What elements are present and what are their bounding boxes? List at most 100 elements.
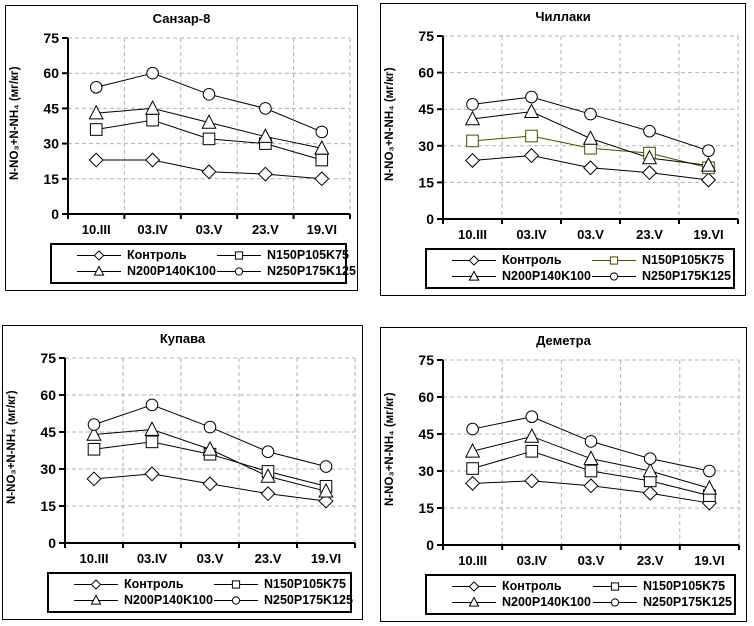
svg-text:45: 45 <box>418 426 434 442</box>
legend-label: Контроль <box>502 579 562 593</box>
svg-text:19.VI: 19.VI <box>307 222 337 237</box>
chart-panel-demetra: Деметра N-NO₃+N-NH₄ (мг/кг) 0 15 30 45 60 75 1… <box>380 327 747 622</box>
legend-label: N150P105K75 <box>263 577 346 591</box>
circle-marker-icon <box>213 594 259 607</box>
legend-item-control: Контроль <box>76 247 216 263</box>
svg-text:30: 30 <box>418 463 434 479</box>
plot-area: 0 15 30 45 60 75 10.III 03.IV 03.V 23.V 19.VI <box>418 28 739 242</box>
chart-panel-chillaki: Чиллаки N-NO₃+N-NH₄ (мг/кг) 0 15 30 45 60 75 1… <box>380 3 746 296</box>
circle-marker-icon <box>216 265 262 278</box>
legend: Контроль N150P105K75 N200P140K100 N250P1… <box>425 574 736 615</box>
svg-text:15: 15 <box>418 174 434 190</box>
svg-text:0: 0 <box>426 211 434 227</box>
svg-text:03.IV: 03.IV <box>137 222 168 237</box>
square-marker-icon <box>216 249 262 262</box>
svg-text:75: 75 <box>418 352 434 368</box>
square-marker-icon <box>591 254 637 267</box>
diamond-marker-icon <box>76 249 122 262</box>
plot-area: 0 15 30 45 60 75 10.III 03.IV 03.V 23.V 19.VI <box>418 352 740 568</box>
legend-label: N150P105K75 <box>643 579 726 593</box>
legend-item-n250: N250P175K125 <box>592 594 732 610</box>
triangle-marker-icon <box>76 264 122 278</box>
legend-item-n150: N150P105K75 <box>216 247 356 263</box>
chart-title: Деметра <box>536 333 591 348</box>
legend: Контроль N150P105K75 N200P140K100 N250P1… <box>50 243 356 284</box>
svg-text:30: 30 <box>43 136 59 152</box>
svg-text:60: 60 <box>418 65 434 81</box>
svg-text:19.VI: 19.VI <box>311 551 341 566</box>
diamond-marker-icon <box>451 580 497 593</box>
svg-text:30: 30 <box>40 461 56 477</box>
svg-text:03.IV: 03.IV <box>517 553 548 568</box>
svg-text:75: 75 <box>418 28 434 44</box>
square-marker-icon <box>592 580 638 593</box>
svg-text:45: 45 <box>418 101 434 117</box>
svg-text:0: 0 <box>48 535 56 551</box>
legend-item-n150: N150P105K75 <box>591 252 731 268</box>
y-axis-label: N-NO₃+N-NH₄ (мг/кг) <box>6 390 18 505</box>
legend-label: N150P105K75 <box>642 253 725 267</box>
svg-text:60: 60 <box>418 389 434 405</box>
y-axis-label: N-NO₃+N-NH₄ (мг/кг) <box>9 66 21 180</box>
triangle-marker-icon <box>451 595 497 609</box>
y-axis-label: N-NO₃+N-NH₄ (мг/кг) <box>384 67 396 182</box>
svg-text:03.IV: 03.IV <box>516 227 547 242</box>
legend-item-control: Контроль <box>451 252 591 268</box>
plot-area: 0 15 30 45 60 75 10.III 03.IV 03.V 23.V 19.VI <box>40 350 356 566</box>
chart-body: N-NO₃+N-NH₄ (мг/кг) 0 15 30 45 60 75 10.III 03.… <box>381 351 746 574</box>
svg-text:23.V: 23.V <box>255 551 282 566</box>
legend-label: N250P175K125 <box>263 593 353 607</box>
legend-item-n250: N250P175K125 <box>591 268 731 284</box>
triangle-marker-icon <box>73 593 119 607</box>
legend: Контроль N150P105K75 N200P140K100 N250P1… <box>47 572 353 613</box>
circle-marker-icon <box>591 270 637 283</box>
svg-text:60: 60 <box>40 387 56 403</box>
legend-label: N150P105K75 <box>266 248 349 262</box>
legend-item-n200: N200P140K100 <box>76 263 216 279</box>
legend-label: N250P175K125 <box>643 595 732 609</box>
svg-text:03.V: 03.V <box>577 227 604 242</box>
y-axis-label: N-NO₃+N-NH₄ (мг/кг) <box>384 392 396 507</box>
svg-text:19.VI: 19.VI <box>693 227 723 242</box>
svg-text:19.VI: 19.VI <box>694 553 724 568</box>
svg-text:23.V: 23.V <box>636 227 663 242</box>
svg-text:30: 30 <box>418 138 434 154</box>
legend-label: N200P140K100 <box>124 593 213 607</box>
legend-item-n200: N200P140K100 <box>73 592 213 608</box>
legend: Контроль N150P105K75 N200P140K100 N250P1… <box>425 248 735 289</box>
svg-text:0: 0 <box>426 537 434 553</box>
plot-area: 0 15 30 45 60 75 10.III 03.IV 03.V 23.V 19.VI <box>43 30 351 237</box>
svg-text:10.III: 10.III <box>458 227 487 242</box>
svg-text:03.IV: 03.IV <box>137 551 168 566</box>
svg-text:23.V: 23.V <box>637 553 664 568</box>
legend-item-n150: N150P105K75 <box>592 578 732 594</box>
diamond-marker-icon <box>73 578 119 591</box>
chart-body: N-NO₃+N-NH₄ (мг/кг) 0 15 30 45 60 75 10.III 03.… <box>381 27 745 248</box>
chart-body: N-NO₃+N-NH₄ (мг/кг) 0 15 30 45 60 75 10.III 03.… <box>6 29 357 243</box>
svg-text:03.V: 03.V <box>578 553 605 568</box>
diamond-marker-icon <box>451 254 497 267</box>
legend-label: Контроль <box>124 577 184 591</box>
chart-panel-sanzar8: Санзар-8 N-NO₃+N-NH₄ (мг/кг) 0 15 30 45 60 75… <box>5 5 358 291</box>
legend-item-n200: N200P140K100 <box>451 268 591 284</box>
svg-text:45: 45 <box>43 100 59 116</box>
legend-item-control: Контроль <box>73 576 213 592</box>
svg-text:10.III: 10.III <box>82 222 111 237</box>
legend-label: N200P140K100 <box>502 269 591 283</box>
svg-text:75: 75 <box>43 30 59 46</box>
svg-text:15: 15 <box>40 498 56 514</box>
chart-title: Купава <box>159 331 206 346</box>
legend-label: N250P175K125 <box>642 269 731 283</box>
svg-text:75: 75 <box>40 350 56 366</box>
chart-title: Санзар-8 <box>152 11 211 26</box>
legend-item-n150: N150P105K75 <box>213 576 353 592</box>
legend-item-n250: N250P175K125 <box>216 263 356 279</box>
svg-text:0: 0 <box>51 206 59 222</box>
circle-marker-icon <box>592 596 638 609</box>
svg-text:03.V: 03.V <box>196 222 223 237</box>
svg-text:15: 15 <box>43 171 59 187</box>
svg-text:45: 45 <box>40 424 56 440</box>
legend-label: N200P140K100 <box>127 264 216 278</box>
triangle-marker-icon <box>451 269 497 283</box>
square-marker-icon <box>213 578 259 591</box>
